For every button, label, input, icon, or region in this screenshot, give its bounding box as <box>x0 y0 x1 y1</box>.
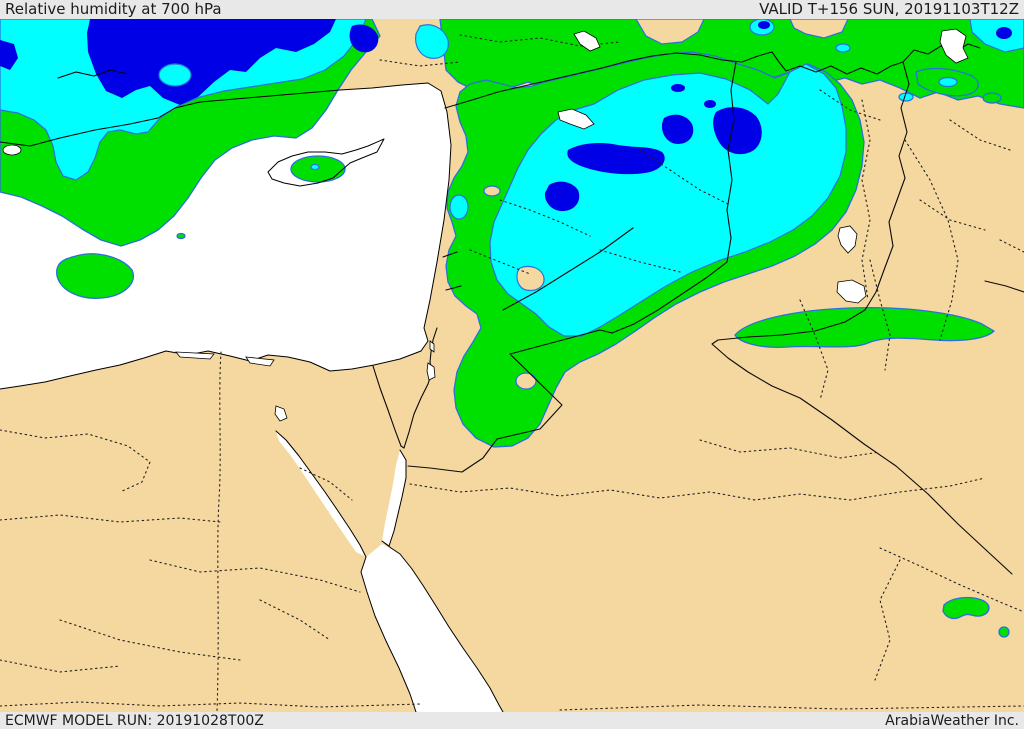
nile-delta-lagoon-a <box>175 351 215 360</box>
marmara-squiggle <box>57 69 129 79</box>
blue-dot-ne-corner <box>996 27 1012 39</box>
cyan-dot-ne-b <box>835 43 851 53</box>
turkey-reservoir <box>573 30 601 52</box>
gulf-of-suez <box>276 431 366 557</box>
bitter-lake <box>274 405 288 422</box>
turkey-caucasus-border <box>902 43 981 63</box>
blue-left-edge <box>0 40 18 70</box>
egypt-israel-border <box>372 365 405 449</box>
green-blob-sea <box>56 253 134 299</box>
iran-iraq-border <box>711 199 1013 575</box>
border-fragment-east <box>984 280 1024 293</box>
provider-label: ArabiaWeather Inc. <box>885 712 1019 729</box>
header-bar: Relative humidity at 700 hPa VALID T+156… <box>0 0 1024 19</box>
lake-tharthar <box>837 225 858 254</box>
tan-gap-top-a <box>635 19 705 45</box>
tan-hole-syria-b <box>516 265 545 292</box>
sea-of-galilee <box>429 340 435 353</box>
tan-hole-jordan <box>515 372 537 390</box>
blue-dot-b <box>704 100 716 108</box>
red-sea-coast <box>275 430 504 712</box>
turkey-syria-border <box>444 51 904 109</box>
green-blob-southeast <box>942 596 990 620</box>
blue-dot-a <box>671 84 685 92</box>
red-sea <box>361 544 503 712</box>
turkey-iran-border <box>896 61 910 201</box>
valid-time-label: VALID T+156 SUN, 20191103T12Z <box>759 0 1019 18</box>
lebanon-border <box>442 251 462 291</box>
cyprus-coast <box>267 138 385 187</box>
cyan-pocket-syria <box>449 194 469 220</box>
blue-region-northwest <box>87 19 336 105</box>
map-canvas <box>0 19 1024 712</box>
lake-assad <box>557 108 595 130</box>
aegean-island <box>2 144 22 156</box>
green-ellipse-iran <box>734 307 995 349</box>
map-title: Relative humidity at 700 hPa <box>5 0 222 18</box>
nile-delta-lagoon-b <box>245 356 275 367</box>
model-run-label: ECMWF MODEL RUN: 20191028T00Z <box>5 712 264 729</box>
green-dot-southeast <box>998 626 1010 638</box>
dry-holes-layer <box>483 19 849 390</box>
cyan-blob-turkey-coast <box>415 24 449 59</box>
tan-hole-syria-a <box>483 185 501 197</box>
border-layer <box>0 43 1024 712</box>
blue-central-east <box>713 107 762 155</box>
blue-central-round <box>544 181 580 212</box>
blue-central-mid <box>661 114 694 144</box>
blue-dot-top-band <box>758 21 770 29</box>
jordan-iraq-border <box>502 227 634 311</box>
lakes-layer <box>175 28 969 422</box>
cyan-dot-cyprus <box>310 163 320 171</box>
blue-blob-nw-small <box>349 24 379 53</box>
lake-van <box>939 28 969 64</box>
tan-gap-top-b <box>789 19 849 39</box>
footer-bar: ECMWF MODEL RUN: 20191028T00Z ArabiaWeat… <box>0 712 1024 729</box>
green-speck-sea <box>176 232 186 240</box>
syria-iraq-border <box>611 61 737 334</box>
green-blob-northeast-b <box>982 92 1002 104</box>
cyan-hole-in-blue <box>158 63 192 87</box>
cyan-dot-ne-a <box>938 76 958 88</box>
jordan-saudi-border <box>407 329 613 473</box>
lake-urmia <box>836 279 867 304</box>
humidity-map-svg <box>0 19 1024 712</box>
gulf-of-aqaba <box>382 450 406 546</box>
admin-boundaries-layer <box>0 34 1024 712</box>
coastline <box>0 82 452 390</box>
dead-sea <box>426 362 436 381</box>
